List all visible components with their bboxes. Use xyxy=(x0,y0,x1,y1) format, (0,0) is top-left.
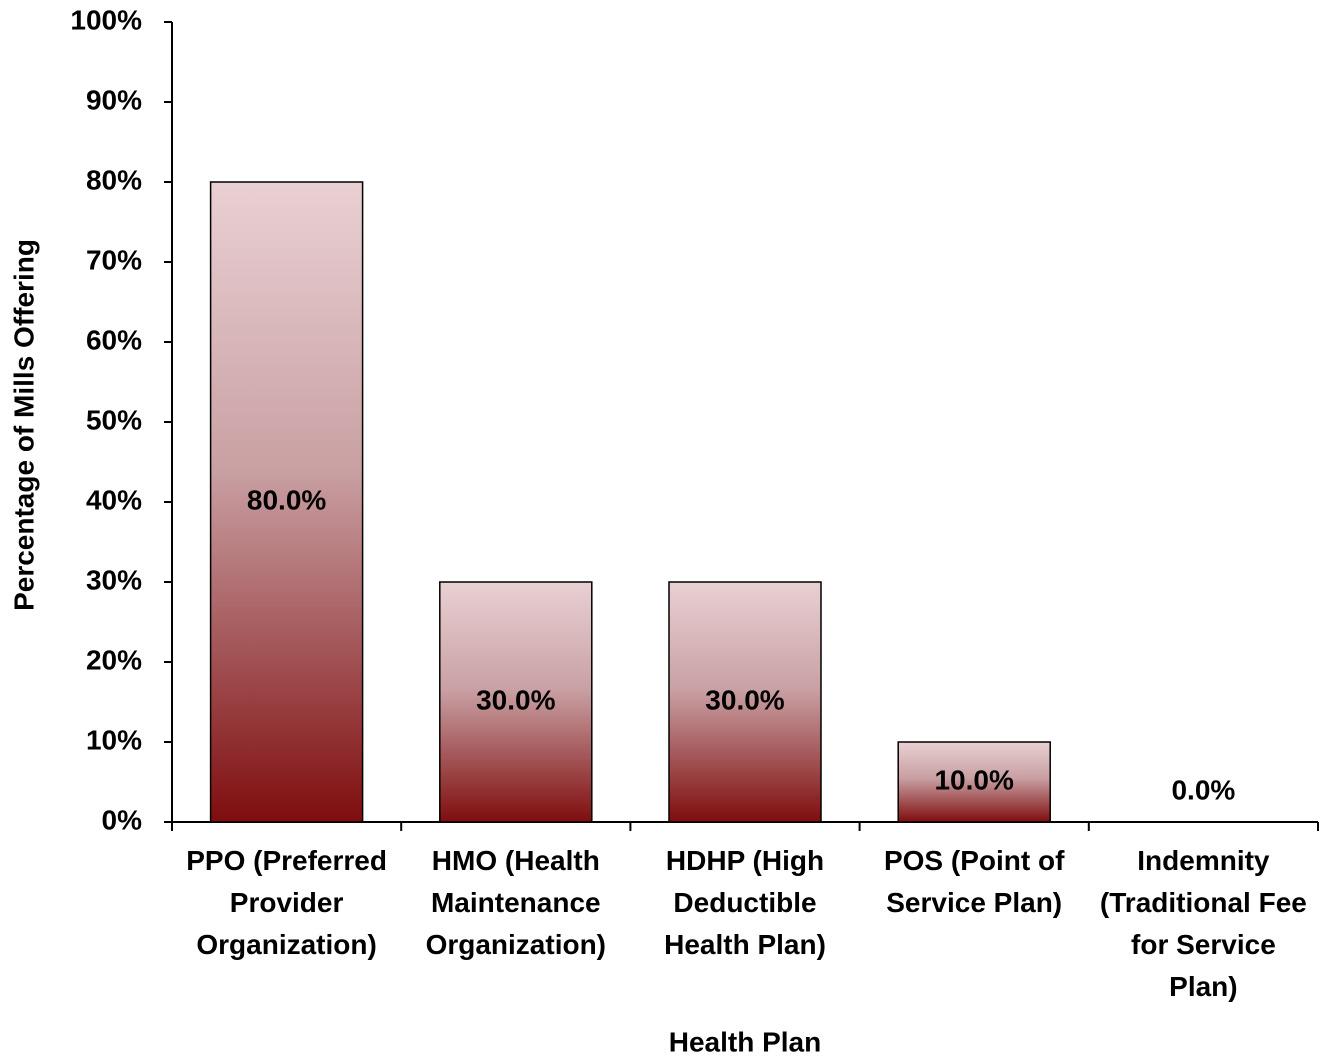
y-tick-label: 60% xyxy=(86,324,142,355)
y-tick-label: 0% xyxy=(102,804,143,835)
x-axis-title: Health Plan xyxy=(669,1026,821,1057)
y-tick-label: 20% xyxy=(86,644,142,675)
x-tick-label: HDHP (High Deductible Health Plan) xyxy=(664,845,826,960)
y-tick-label: 50% xyxy=(86,404,142,435)
y-tick-label: 30% xyxy=(86,564,142,595)
y-tick-label: 10% xyxy=(86,724,142,755)
x-tick-label: Indemnity (Traditional Fee for Service P… xyxy=(1099,845,1307,1002)
bar xyxy=(439,581,593,823)
data-label: 30.0% xyxy=(705,684,784,715)
data-label: 0.0% xyxy=(1171,774,1235,805)
y-tick-label: 80% xyxy=(86,164,142,195)
y-tick-label: 40% xyxy=(86,484,142,515)
y-axis-title: Percentage of Mills Offering xyxy=(8,239,39,611)
y-tick-label: 90% xyxy=(86,84,142,115)
x-tick-label: POS (Point of Service Plan) xyxy=(883,845,1065,918)
bar xyxy=(897,741,1051,823)
x-tick-label: PPO (Preferred Provider Organization) xyxy=(186,845,387,960)
x-tick-label: HMO (Health Maintenance Organization) xyxy=(425,845,607,960)
data-label: 30.0% xyxy=(476,684,555,715)
y-tick-label: 70% xyxy=(86,244,142,275)
bar xyxy=(668,581,822,823)
data-label: 80.0% xyxy=(247,484,326,515)
bar xyxy=(209,181,364,823)
y-tick-label: 100% xyxy=(70,4,142,35)
data-label: 10.0% xyxy=(934,764,1013,795)
